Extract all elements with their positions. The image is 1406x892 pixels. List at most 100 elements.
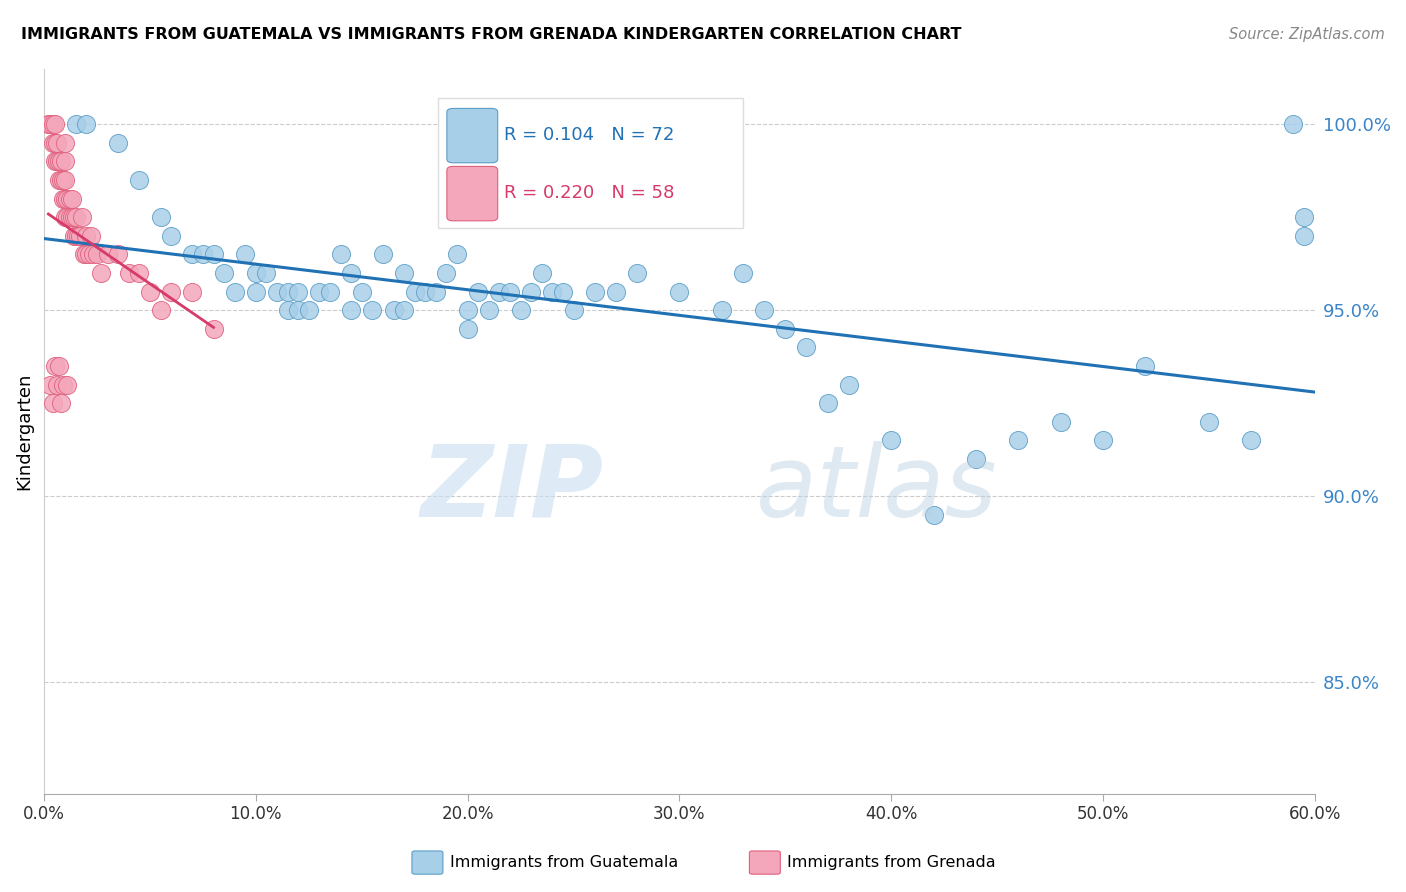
Point — [1198, 415, 1220, 429]
FancyBboxPatch shape — [447, 167, 498, 221]
Point — [308, 285, 330, 299]
Point — [457, 322, 479, 336]
Point — [65, 228, 87, 243]
Point — [446, 247, 468, 261]
Point — [97, 247, 120, 261]
Point — [44, 154, 66, 169]
Point — [65, 211, 87, 225]
Text: Immigrants from Grenada: Immigrants from Grenada — [787, 855, 995, 870]
Point — [49, 173, 72, 187]
Point — [53, 173, 76, 187]
Point — [160, 285, 183, 299]
Point — [371, 247, 394, 261]
Point — [520, 285, 543, 299]
Point — [75, 228, 97, 243]
Point — [319, 285, 342, 299]
Point — [361, 303, 384, 318]
Point — [509, 303, 531, 318]
Point — [287, 303, 309, 318]
Point — [65, 117, 87, 131]
Point — [52, 377, 75, 392]
Point — [277, 285, 299, 299]
Point — [53, 154, 76, 169]
Point — [56, 377, 79, 392]
Point — [39, 117, 62, 131]
Point — [1049, 415, 1071, 429]
Point — [266, 285, 288, 299]
Point — [1294, 211, 1316, 225]
Point — [75, 247, 97, 261]
Point — [583, 285, 606, 299]
Point — [817, 396, 839, 410]
Point — [107, 247, 129, 261]
Point — [1091, 434, 1114, 448]
Point — [48, 154, 70, 169]
Point — [382, 303, 405, 318]
Point — [775, 322, 797, 336]
Point — [56, 211, 79, 225]
Point — [329, 247, 352, 261]
Point — [49, 396, 72, 410]
Point — [1240, 434, 1263, 448]
Point — [44, 359, 66, 373]
Point — [392, 303, 415, 318]
Point — [457, 303, 479, 318]
Text: IMMIGRANTS FROM GUATEMALA VS IMMIGRANTS FROM GRENADA KINDERGARTEN CORRELATION CH: IMMIGRANTS FROM GUATEMALA VS IMMIGRANTS … — [21, 27, 962, 42]
Point — [52, 173, 75, 187]
FancyBboxPatch shape — [439, 97, 742, 228]
Point — [605, 285, 627, 299]
Point — [277, 303, 299, 318]
Point — [41, 136, 63, 150]
Point — [731, 266, 754, 280]
Point — [796, 340, 818, 354]
Point — [69, 228, 91, 243]
Point — [90, 266, 112, 280]
Point — [425, 285, 447, 299]
Point — [60, 192, 83, 206]
Point — [499, 285, 522, 299]
Point — [350, 285, 373, 299]
Point — [56, 192, 79, 206]
Point — [49, 154, 72, 169]
Point — [181, 285, 204, 299]
Point — [37, 117, 59, 131]
Point — [530, 266, 553, 280]
Point — [60, 211, 83, 225]
Point — [149, 303, 172, 318]
Point — [149, 211, 172, 225]
Point — [245, 285, 267, 299]
Point — [160, 228, 183, 243]
Point — [41, 396, 63, 410]
Point — [41, 117, 63, 131]
Point — [58, 211, 80, 225]
Text: R = 0.104   N = 72: R = 0.104 N = 72 — [505, 127, 675, 145]
Point — [287, 285, 309, 299]
Point — [62, 228, 84, 243]
Point — [45, 154, 67, 169]
Point — [488, 285, 510, 299]
Text: R = 0.220   N = 58: R = 0.220 N = 58 — [505, 185, 675, 202]
Point — [467, 285, 489, 299]
Point — [256, 266, 278, 280]
Point — [1294, 228, 1316, 243]
Point — [413, 285, 436, 299]
Text: Source: ZipAtlas.com: Source: ZipAtlas.com — [1229, 27, 1385, 42]
Point — [86, 247, 108, 261]
Y-axis label: Kindergarten: Kindergarten — [15, 372, 32, 490]
Point — [75, 117, 97, 131]
Point — [1135, 359, 1157, 373]
Point — [107, 136, 129, 150]
Point — [128, 266, 150, 280]
Point — [668, 285, 690, 299]
Point — [551, 285, 574, 299]
Point — [541, 285, 564, 299]
Point — [139, 285, 162, 299]
Point — [710, 303, 733, 318]
Point — [478, 303, 501, 318]
Point — [45, 136, 67, 150]
Point — [73, 247, 96, 261]
Point — [838, 377, 860, 392]
Point — [82, 247, 104, 261]
Point — [53, 211, 76, 225]
Text: Immigrants from Guatemala: Immigrants from Guatemala — [450, 855, 678, 870]
